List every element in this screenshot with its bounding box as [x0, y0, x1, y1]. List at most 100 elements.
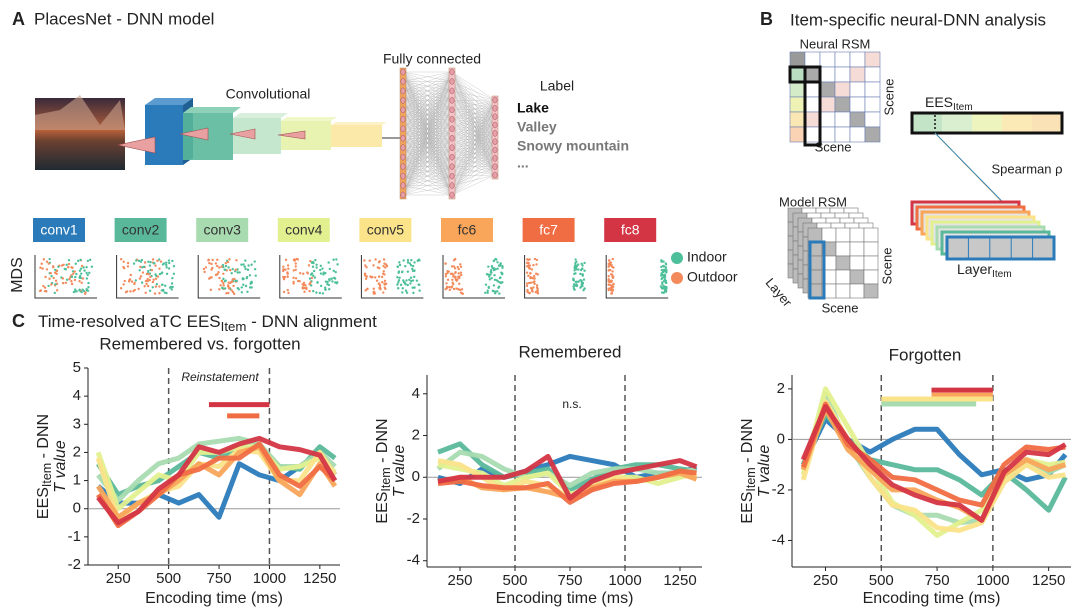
fc-edge — [451, 99, 496, 120]
mds-point — [294, 268, 297, 271]
mds-point — [292, 276, 295, 279]
fc-edge — [451, 99, 496, 110]
mds-point — [48, 257, 51, 261]
mds-point — [411, 279, 415, 282]
mds-point — [459, 291, 463, 294]
mds-point — [40, 262, 43, 265]
mds-point — [335, 258, 338, 261]
mds-point — [454, 271, 457, 274]
mds-point — [132, 290, 135, 293]
mds-point — [363, 259, 366, 262]
y-axis-label: EESItem - DNN — [35, 414, 54, 519]
mds-point — [659, 285, 663, 288]
fc-node — [449, 144, 455, 151]
mds-point — [145, 282, 148, 286]
x-tick-label: 1250 — [663, 572, 696, 589]
axis-label: Scene — [879, 248, 894, 285]
mds-point — [79, 276, 83, 280]
fc-edge — [451, 141, 496, 158]
mds-point — [157, 258, 161, 261]
layer-item-label: LayerItem — [957, 261, 1012, 280]
layer-name: fc7 — [539, 222, 558, 238]
mds-point — [583, 261, 586, 265]
mds-point — [664, 263, 668, 266]
mds-point — [119, 287, 123, 290]
mds-point — [54, 279, 58, 282]
mds-point — [577, 268, 580, 271]
fc-edge — [402, 71, 453, 148]
class-label: ... — [517, 155, 529, 171]
mds-point — [161, 289, 165, 292]
mds-point — [532, 286, 535, 289]
y-axis-label: T value — [756, 445, 773, 498]
mds-point — [287, 267, 290, 270]
mds-point — [573, 269, 576, 272]
mds-point — [385, 263, 388, 266]
fc-edge — [451, 133, 496, 158]
model-rsm-cell — [835, 241, 851, 257]
mds-point — [492, 259, 496, 263]
fc-edge — [451, 116, 496, 177]
y-tick-label: 2 — [73, 443, 81, 460]
layer-box — [441, 218, 493, 242]
mds-point — [170, 282, 174, 285]
fc-node — [492, 105, 498, 112]
mds-point — [216, 258, 219, 261]
mds-point — [286, 264, 290, 267]
fc-edge — [451, 124, 496, 177]
mds-point — [67, 258, 71, 262]
mds-point — [332, 276, 336, 280]
mds-point — [49, 271, 52, 275]
class-label: Lake — [517, 100, 549, 116]
mds-point — [119, 258, 123, 261]
mds-point — [611, 257, 614, 261]
fc-edge — [451, 119, 496, 126]
series-line — [437, 468, 697, 505]
mds-point — [527, 281, 531, 285]
mds-point — [664, 279, 668, 283]
mds-point — [411, 264, 415, 268]
mds-axes — [524, 255, 587, 299]
fc-node — [400, 182, 406, 189]
mds-point — [490, 268, 493, 272]
mds-point — [60, 264, 64, 267]
mds-point — [319, 272, 323, 275]
fc-edge — [451, 174, 496, 196]
fc-edge — [402, 71, 453, 92]
y-tick-label: 2 — [777, 380, 785, 397]
mds-point — [158, 272, 162, 276]
fc-edge — [451, 119, 496, 142]
mds-point — [227, 281, 230, 284]
mds-point — [149, 275, 152, 279]
mds-point — [322, 271, 325, 274]
mds-point — [500, 271, 503, 274]
mds-point — [204, 266, 208, 269]
series-line — [96, 435, 338, 526]
mds-point — [454, 276, 457, 280]
mds-point — [78, 269, 82, 272]
fc-edge — [451, 124, 496, 196]
layer-item-label-part: Item — [992, 269, 1012, 280]
fc-edge — [451, 149, 496, 186]
mds-point — [147, 272, 150, 276]
fc-edge — [451, 90, 496, 151]
fc-edge — [451, 119, 496, 134]
fc-edge — [451, 71, 496, 142]
mds-point — [254, 274, 257, 277]
mds-point — [607, 269, 610, 272]
mds-point — [73, 278, 77, 282]
y-tick-label: 1 — [73, 472, 81, 489]
mds-point — [210, 262, 213, 266]
mds-point — [151, 280, 155, 284]
rsm-highlight — [808, 240, 826, 300]
fc-edge — [451, 147, 496, 176]
mds-point — [86, 259, 90, 263]
fc-edge — [451, 124, 496, 158]
legend-swatch — [671, 252, 683, 264]
mds-point — [382, 258, 386, 261]
fc-node — [492, 121, 498, 129]
mds-point — [231, 290, 235, 294]
mds-point — [402, 259, 405, 262]
mds-point — [160, 271, 164, 274]
mds-point — [287, 291, 290, 295]
